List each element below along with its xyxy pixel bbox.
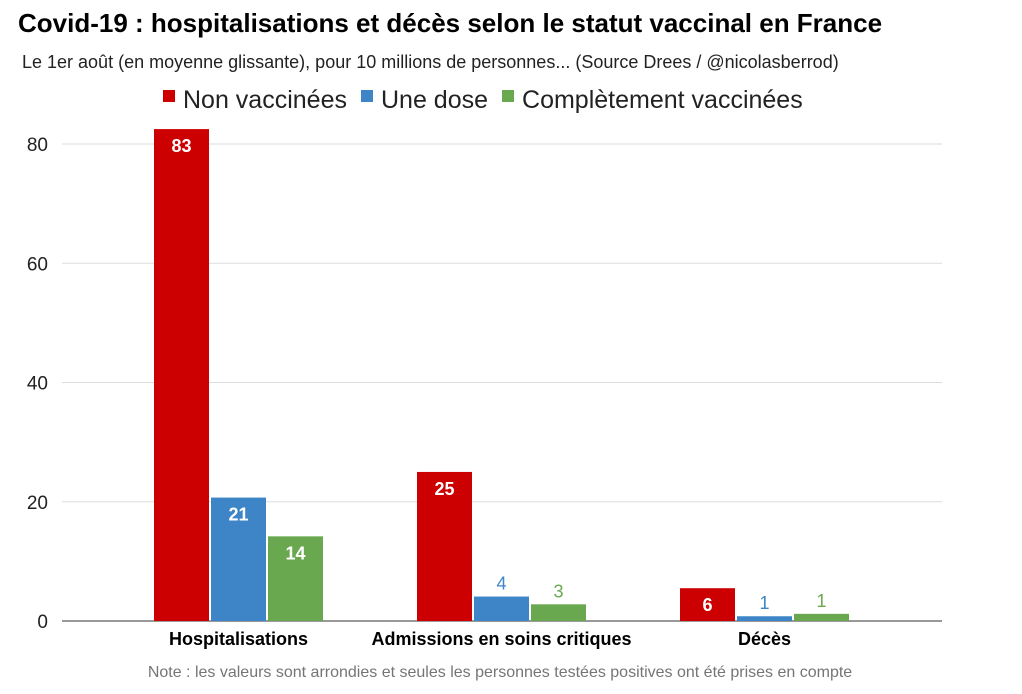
- y-axis-ticks: 0 20 40 60 80: [27, 135, 48, 633]
- bar: [154, 129, 209, 621]
- bar: [268, 536, 323, 621]
- x-category-label: Admissions en soins critiques: [371, 629, 631, 649]
- y-tick-label: 40: [27, 374, 48, 395]
- data-label: 4: [496, 574, 506, 594]
- data-label: 1: [759, 593, 769, 613]
- chart-note: Note : les valeurs sont arrondies et seu…: [147, 664, 853, 681]
- bars: [154, 129, 849, 621]
- y-tick-label: 20: [27, 493, 48, 514]
- chart-title: Covid-19 : hospitalisations et décès sel…: [18, 8, 883, 38]
- legend-label: Complètement vaccinées: [522, 86, 803, 114]
- data-label: 6: [702, 595, 712, 615]
- legend-label: Une dose: [381, 86, 488, 114]
- data-label: 83: [171, 136, 191, 156]
- y-tick-label: 80: [27, 135, 48, 156]
- x-category-label: Hospitalisations: [169, 629, 308, 649]
- legend-swatch: [163, 90, 175, 102]
- data-label: 1: [816, 591, 826, 611]
- legend-swatch: [360, 90, 373, 102]
- bar: [531, 604, 586, 621]
- y-tick-label: 0: [37, 612, 48, 633]
- bar: [211, 497, 266, 621]
- x-axis-labels: Hospitalisations Admissions en soins crit…: [169, 629, 791, 649]
- data-label: 21: [228, 505, 248, 525]
- bar: [794, 613, 849, 621]
- bar: [680, 588, 735, 621]
- bar: [417, 471, 472, 621]
- data-labels: 83 21 14 25 4 3 6 1 1: [171, 136, 826, 615]
- bar: [737, 616, 792, 621]
- data-label: 25: [434, 479, 454, 499]
- legend: Non vaccinées Une dose Complètement vaccin…: [163, 86, 803, 114]
- bar: [474, 596, 529, 621]
- data-label: 3: [553, 581, 563, 601]
- x-category-label: Décès: [738, 629, 791, 649]
- data-label: 14: [285, 543, 305, 563]
- legend-swatch: [502, 90, 515, 102]
- chart-subtitle: Le 1er août (en moyenne glissante), pour…: [22, 52, 839, 72]
- y-tick-label: 60: [27, 254, 48, 275]
- legend-label: Non vaccinées: [183, 86, 347, 114]
